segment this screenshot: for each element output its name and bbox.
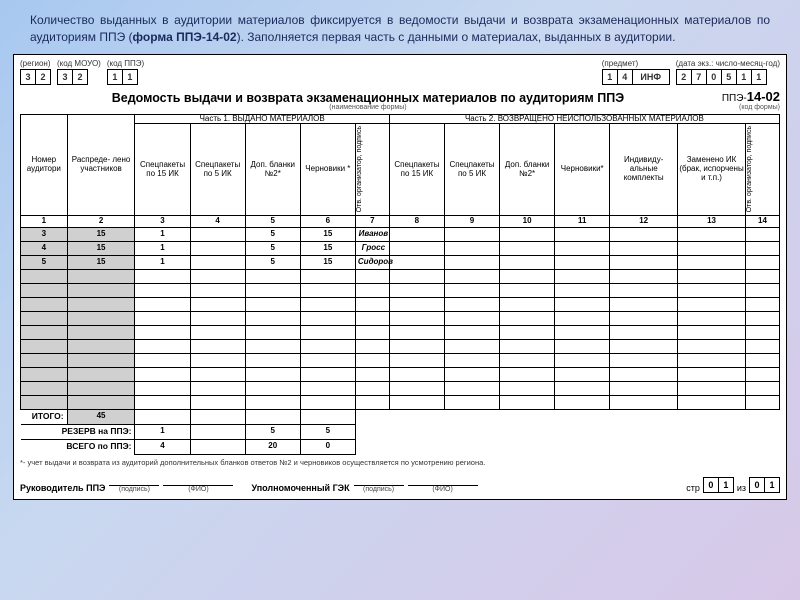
footnote: *- учет выдачи и возврата из аудиторий д… [20,458,780,467]
header-codes: (регион) 32 (код МОУО) 32 (код ППЭ) 11 (… [20,59,780,85]
subj-d2: 4 [618,69,633,85]
intro-paragraph: Количество выданных в аудитории материал… [0,0,800,54]
main-table: Номер аудитори Распреде- лено участников… [20,114,780,455]
pager: стр 01 из 01 [686,477,780,493]
form-container: (регион) 32 (код МОУО) 32 (код ППЭ) 11 (… [13,54,787,500]
subj-name: ИНФ [633,69,670,85]
form-title: Ведомость выдачи и возврата экзаменацион… [20,91,716,105]
signatures: Руководитель ППЭ (подпись) (ФИО) Уполном… [20,473,780,493]
form-code: ППЭ-14-02 [716,89,780,104]
subj-d1: 1 [602,69,618,85]
